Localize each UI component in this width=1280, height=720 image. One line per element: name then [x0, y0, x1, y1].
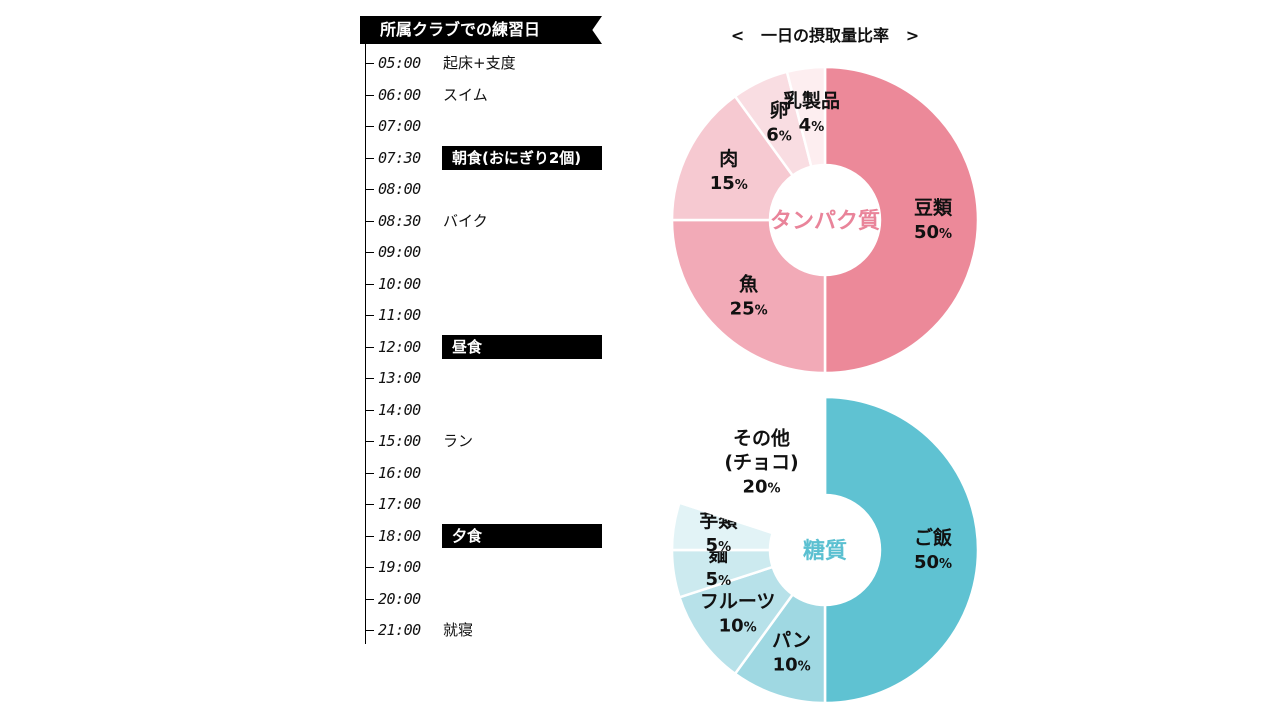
- activity-label: 起床+支度: [443, 54, 516, 72]
- schedule-time: 13:00: [378, 369, 421, 387]
- activity-label: バイク: [443, 211, 488, 230]
- slice-value: 5%: [706, 535, 732, 556]
- slice-name: 肉: [719, 147, 738, 170]
- slice-value: 15%: [710, 173, 748, 194]
- slice-value: 25%: [730, 298, 768, 319]
- slice-label: フルーツ 10%: [700, 590, 776, 636]
- slice-label: パン 10%: [772, 630, 811, 676]
- meal-label: 昼食: [442, 334, 602, 359]
- schedule-time: 19:00: [378, 558, 421, 576]
- schedule-time: 15:00: [378, 432, 421, 450]
- timeline-tick: [365, 252, 374, 253]
- slice-1: [670, 218, 827, 375]
- activity-label: スイム: [443, 85, 488, 104]
- timeline-tick: [365, 504, 374, 505]
- timeline-tick: [365, 535, 374, 537]
- slice-value: 50%: [914, 552, 952, 573]
- carb-donut-chart: ご飯 50% パン 10% フルーツ 10% 麺 5% 芋類 5% その他 (チョコ) 20% 糖質: [660, 385, 990, 715]
- slice-name: (チョコ): [724, 452, 798, 474]
- chart-center-label: タンパク質: [770, 209, 880, 234]
- schedule-time: 21:00: [378, 621, 421, 639]
- timeline-tick: [365, 409, 374, 411]
- slice-name: その他: [733, 427, 790, 450]
- timeline-tick: [365, 63, 374, 64]
- slice-label: 豆類 50%: [914, 197, 953, 243]
- slice-5: [677, 395, 827, 535]
- meal-label: 朝食(おにぎり2個): [442, 145, 602, 170]
- slice-label: その他(チョコ) 20%: [724, 427, 798, 498]
- protein-donut-chart: 豆類 50% 魚 25% 肉 15% 卵 6% 乳製品 4% タンパク質: [660, 55, 990, 385]
- slice-name: ご飯: [914, 526, 952, 549]
- timeline-tick: [365, 315, 374, 316]
- slice-name: 豆類: [914, 197, 953, 219]
- slice-0: [823, 395, 980, 705]
- slice-label: 卵 6%: [766, 98, 792, 145]
- schedule-time: 08:00: [378, 180, 421, 198]
- schedule-time: 11:00: [378, 306, 421, 324]
- slice-value: 4%: [799, 115, 825, 136]
- slice-label: 魚 25%: [730, 272, 768, 319]
- timeline-tick: [365, 441, 374, 442]
- schedule-title: 所属クラブでの練習日: [360, 16, 602, 44]
- schedule-time: 14:00: [378, 400, 421, 419]
- timeline-tick: [365, 283, 374, 285]
- schedule-time: 12:00: [378, 337, 421, 356]
- charts-header: < 一日の摂取量比率 >: [720, 22, 930, 46]
- timeline-tick: [365, 598, 374, 600]
- slice-label: ご飯 50%: [914, 526, 952, 573]
- timeline-tick: [365, 346, 374, 348]
- slice-4: [785, 65, 827, 169]
- slice-value: 6%: [766, 124, 792, 145]
- timeline-tick: [365, 378, 374, 379]
- timeline-tick: [365, 157, 374, 159]
- schedule-time: 17:00: [378, 495, 421, 513]
- schedule-time: 20:00: [378, 589, 421, 608]
- timeline-tick: [365, 630, 374, 631]
- slice-name: 魚: [739, 272, 758, 295]
- schedule-time: 05:00: [378, 54, 421, 72]
- timeline-tick: [365, 567, 374, 568]
- slice-name: フルーツ: [700, 590, 776, 612]
- schedule-time: 16:00: [378, 463, 421, 482]
- schedule-time: 07:00: [378, 117, 421, 135]
- chart-center-label: 糖質: [803, 538, 847, 564]
- slice-2: [670, 94, 795, 222]
- prev-arrow-icon[interactable]: <: [730, 26, 745, 45]
- slice-value: 10%: [773, 655, 811, 676]
- slice-name: パン: [772, 630, 811, 652]
- schedule-time: 09:00: [378, 243, 421, 261]
- slice-label: 肉 15%: [710, 147, 748, 194]
- timeline-tick: [365, 126, 374, 127]
- schedule-time: 07:30: [378, 148, 421, 167]
- slice-name: 卵: [770, 98, 789, 121]
- schedule-time: 10:00: [378, 274, 421, 293]
- slice-label: 乳製品 4%: [783, 89, 840, 136]
- slice-value: 50%: [914, 222, 952, 243]
- schedule-time: 06:00: [378, 85, 421, 104]
- charts-title: 一日の摂取量比率: [760, 26, 889, 45]
- activity-label: 就寝: [443, 621, 474, 639]
- slice-0: [823, 65, 980, 375]
- timeline-tick: [365, 472, 374, 474]
- slice-value: 10%: [719, 615, 757, 636]
- timeline-tick: [365, 220, 374, 222]
- meal-label: 夕食: [442, 523, 602, 548]
- timeline-tick: [365, 189, 374, 190]
- slice-value: 20%: [742, 477, 780, 498]
- schedule-time: 18:00: [378, 526, 421, 545]
- schedule-time: 08:30: [378, 211, 421, 230]
- slice-name: 乳製品: [783, 89, 840, 112]
- timeline-axis: [365, 44, 366, 644]
- activity-label: ラン: [443, 432, 474, 450]
- slice-value: 5%: [706, 569, 732, 590]
- timeline-tick: [365, 94, 374, 96]
- practice-schedule: 所属クラブでの練習日 05:00 起床+支度 06:00 スイム 07:00 07:30 朝…: [360, 14, 610, 654]
- next-arrow-icon[interactable]: >: [905, 26, 920, 45]
